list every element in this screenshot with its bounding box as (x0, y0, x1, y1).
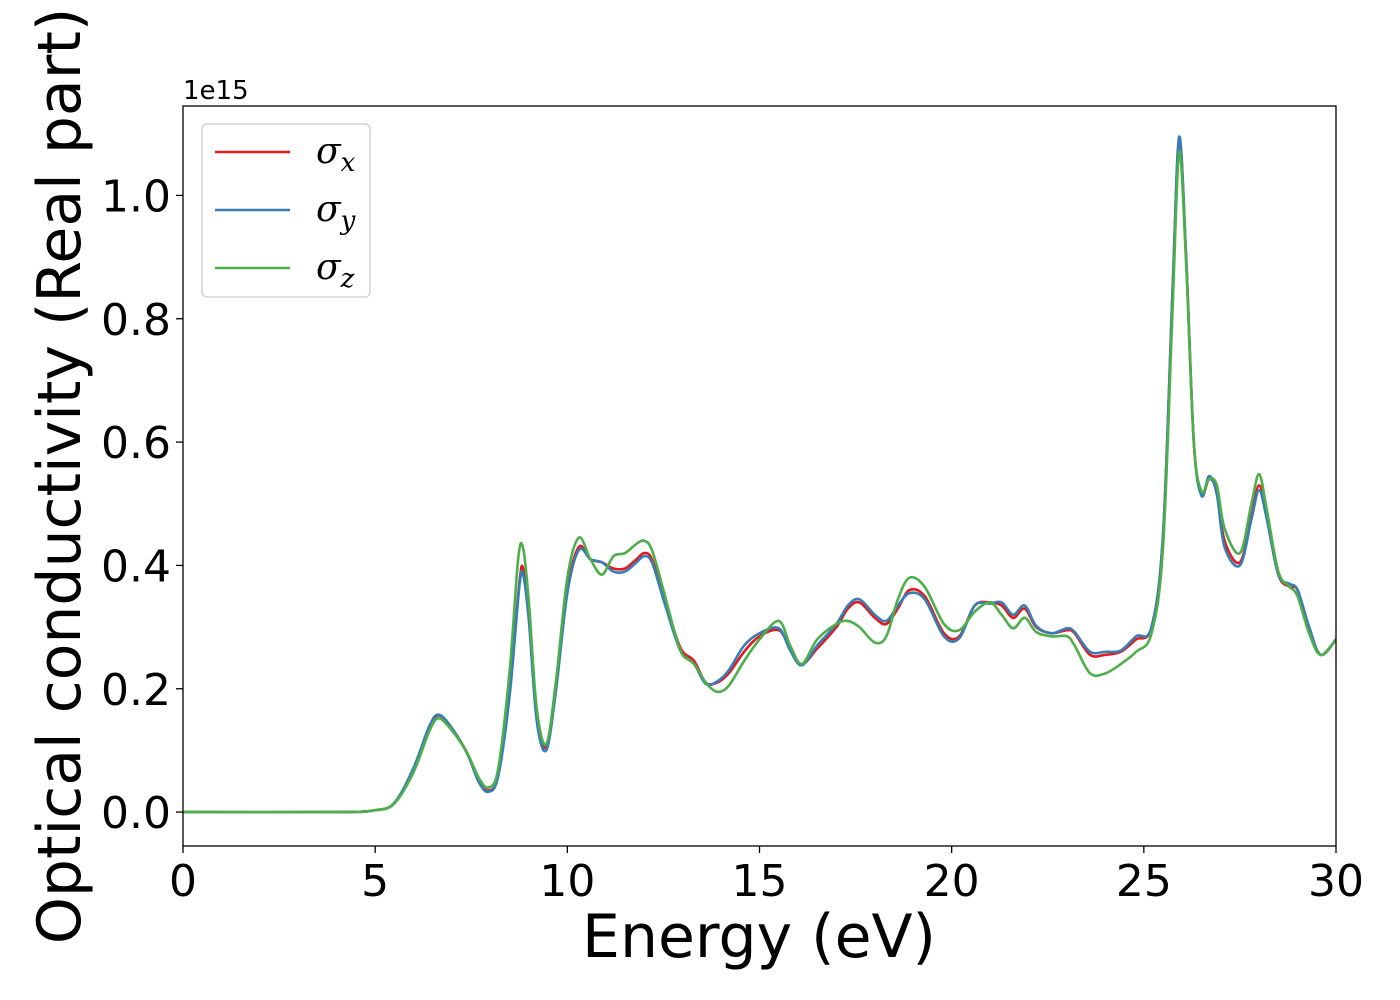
x-tick-label: 0 (169, 856, 197, 907)
y-tick-label: 0.6 (101, 418, 171, 469)
x-axis-label: Energy (eV) (582, 902, 936, 972)
y-axis: 0.0 0.2 0.4 0.6 0.8 1.0 (101, 171, 183, 839)
y-tick-label: 1.0 (101, 171, 171, 222)
y-tick-label: 0.2 (101, 665, 171, 716)
series-line-z (183, 150, 1336, 814)
x-tick-label: 5 (361, 856, 389, 907)
y-offset-label: 1e15 (183, 76, 249, 106)
x-tick-label: 25 (1116, 856, 1172, 907)
y-tick-label: 0.0 (101, 788, 171, 839)
x-tick-label: 20 (924, 856, 980, 907)
x-tick-label: 30 (1308, 856, 1364, 907)
y-tick-label: 0.4 (101, 541, 171, 592)
x-axis: 0 5 10 15 20 25 30 (169, 846, 1364, 907)
y-tick-label: 0.8 (101, 295, 171, 346)
y-axis-label: Optical conductivity (Real part) (25, 8, 95, 945)
x-tick-label: 10 (539, 856, 595, 907)
series-layer (183, 135, 1336, 814)
x-tick-label: 15 (732, 856, 788, 907)
